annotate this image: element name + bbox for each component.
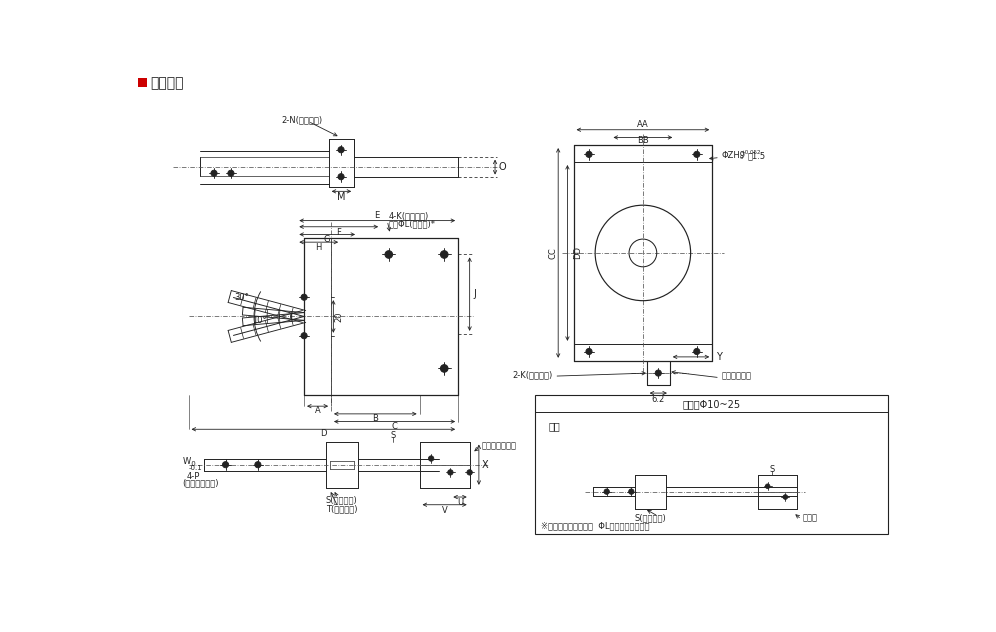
- Text: 单动：Φ10~25: 单动：Φ10~25: [682, 399, 740, 409]
- Text: 手指速度调节阀: 手指速度调节阀: [481, 441, 516, 450]
- Text: S: S: [390, 431, 395, 440]
- Circle shape: [467, 470, 472, 475]
- Text: 4-P: 4-P: [187, 471, 200, 481]
- Circle shape: [255, 461, 261, 468]
- Text: 2-K(安装螺纹): 2-K(安装螺纹): [512, 370, 552, 379]
- Text: T(手指开孔): T(手指开孔): [326, 504, 358, 513]
- Circle shape: [783, 495, 788, 499]
- Text: W: W: [182, 457, 190, 466]
- Circle shape: [338, 174, 345, 179]
- Text: E: E: [374, 210, 379, 220]
- Text: 通孔ΦL(安装孔)*: 通孔ΦL(安装孔)*: [388, 219, 436, 228]
- Text: 0: 0: [740, 155, 743, 160]
- Text: ΦZH9: ΦZH9: [721, 152, 745, 161]
- Text: J: J: [473, 289, 476, 299]
- Circle shape: [586, 348, 592, 355]
- Text: S: S: [770, 465, 775, 474]
- Text: A: A: [315, 406, 321, 415]
- Circle shape: [693, 151, 700, 157]
- Circle shape: [301, 332, 307, 339]
- Text: -0.1: -0.1: [188, 465, 202, 471]
- Text: (安装附件螺纹): (安装附件螺纹): [182, 478, 219, 488]
- Circle shape: [586, 151, 592, 157]
- Text: +0.052: +0.052: [740, 150, 760, 155]
- Text: V: V: [442, 506, 447, 515]
- Text: 30°: 30°: [235, 293, 250, 301]
- Circle shape: [384, 251, 392, 258]
- Circle shape: [440, 365, 448, 372]
- Text: 常开: 常开: [549, 421, 561, 431]
- Text: BB: BB: [637, 136, 648, 145]
- Text: 外型尺寸: 外型尺寸: [150, 76, 183, 90]
- Text: D: D: [320, 429, 327, 439]
- Circle shape: [211, 170, 217, 176]
- Text: 0: 0: [188, 461, 195, 467]
- Text: AA: AA: [637, 120, 648, 129]
- Text: X: X: [482, 459, 489, 470]
- Text: O: O: [498, 162, 506, 172]
- Text: C: C: [391, 422, 397, 430]
- Text: 10°: 10°: [252, 316, 266, 325]
- Text: H: H: [316, 243, 322, 252]
- Bar: [535, 396, 887, 534]
- Text: G: G: [324, 235, 331, 245]
- Text: M: M: [338, 191, 346, 202]
- Text: ※如果装上了磁性开关  ΦL安装孔是不能使用: ※如果装上了磁性开关 ΦL安装孔是不能使用: [541, 522, 649, 531]
- Text: B: B: [373, 414, 378, 423]
- Text: DD: DD: [574, 246, 583, 260]
- Text: 深1.5: 深1.5: [748, 152, 766, 161]
- Text: 6.2: 6.2: [651, 395, 665, 404]
- Circle shape: [604, 489, 610, 494]
- Text: 20: 20: [335, 311, 344, 322]
- Text: F: F: [337, 228, 342, 236]
- Text: CC: CC: [549, 247, 558, 259]
- Circle shape: [222, 461, 229, 468]
- Text: 4-K(安装螺纹): 4-K(安装螺纹): [388, 212, 429, 221]
- Circle shape: [440, 251, 448, 258]
- Circle shape: [301, 294, 307, 300]
- Text: 通气口: 通气口: [803, 513, 818, 522]
- Text: S(手指闭孔): S(手指闭孔): [634, 513, 666, 522]
- Circle shape: [428, 456, 434, 461]
- Circle shape: [441, 365, 447, 372]
- Text: U: U: [457, 498, 463, 507]
- Text: Y: Y: [716, 352, 722, 362]
- Circle shape: [228, 170, 234, 176]
- Circle shape: [765, 484, 770, 489]
- Circle shape: [693, 348, 700, 355]
- Text: S(手指闭孔): S(手指闭孔): [326, 495, 358, 504]
- Circle shape: [338, 147, 345, 153]
- Circle shape: [628, 489, 634, 494]
- Bar: [137, 78, 147, 87]
- Circle shape: [655, 370, 661, 376]
- Text: 2-N(安装螺纹): 2-N(安装螺纹): [281, 115, 322, 125]
- Circle shape: [447, 470, 453, 475]
- Text: 磁性开关轨道: 磁性开关轨道: [721, 372, 751, 380]
